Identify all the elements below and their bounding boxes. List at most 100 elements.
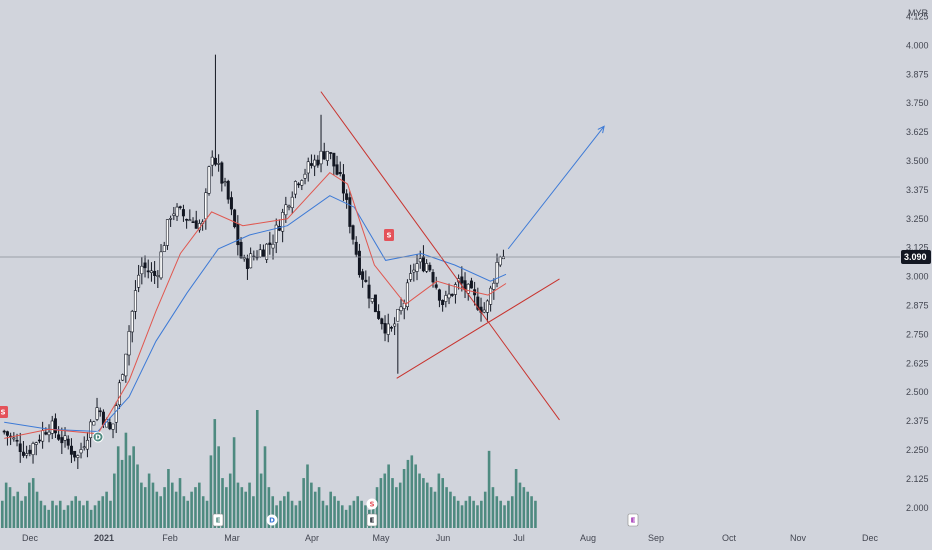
volume-bar	[356, 496, 360, 528]
x-tick-label: Apr	[305, 533, 319, 543]
earnings-marker[interactable]: E	[212, 513, 224, 527]
future-earnings-marker[interactable]: E	[627, 513, 639, 527]
earnings-marker[interactable]: E	[366, 513, 378, 527]
volume-bar	[120, 459, 124, 528]
x-tick-label: 2021	[94, 533, 114, 543]
candle	[82, 436, 86, 451]
volume-bar	[398, 482, 402, 528]
candle	[364, 270, 368, 283]
candle	[332, 152, 336, 176]
candle	[165, 219, 169, 250]
volume-bar	[317, 487, 321, 528]
candle	[124, 353, 128, 383]
volume-bar	[8, 487, 12, 528]
volume-bar	[329, 491, 332, 528]
volume-bar	[39, 500, 43, 528]
dividend-marker-price[interactable]: D	[92, 431, 104, 443]
volume-bar	[174, 491, 178, 528]
volume-bar	[510, 496, 514, 528]
candle	[361, 268, 365, 288]
volume-bar	[433, 491, 437, 528]
ema-slow-line	[4, 195, 507, 433]
candle	[76, 454, 80, 470]
y-tick-label: 3.125	[906, 243, 929, 253]
candle	[130, 309, 134, 343]
volume-bar	[132, 446, 135, 528]
price-axis[interactable]: 4.125 4.000 3.875 3.750 3.625 3.500 3.375 3.250…	[906, 12, 929, 513]
volume-bar	[70, 500, 74, 528]
y-tick-label: 4.125	[906, 12, 929, 22]
volume-bar	[271, 496, 275, 528]
candle	[489, 285, 493, 312]
candle	[354, 236, 358, 258]
trendline-lower-support[interactable]	[396, 278, 560, 379]
y-tick-label: 2.000	[906, 503, 929, 513]
candle	[73, 450, 77, 462]
candle	[373, 294, 377, 313]
volume-bar	[12, 496, 16, 528]
volume-bar	[375, 487, 379, 528]
volume-bar	[124, 432, 128, 528]
volume-bar	[325, 505, 329, 528]
candle	[66, 435, 70, 450]
candle	[162, 241, 166, 252]
volume-bar	[116, 446, 120, 528]
volume-bar	[483, 491, 487, 528]
volume-bar	[97, 500, 101, 528]
split-marker-volume[interactable]: S	[366, 498, 378, 510]
y-tick-label: 2.625	[906, 358, 929, 368]
candle	[444, 290, 448, 308]
split-marker-price[interactable]: S	[384, 229, 394, 241]
trendline-projection[interactable]	[507, 126, 605, 250]
volume-bar	[255, 410, 259, 528]
candle	[268, 231, 272, 255]
volume-bar	[217, 446, 220, 528]
candle	[338, 161, 342, 177]
volume-bar	[302, 478, 305, 528]
candle	[399, 297, 403, 315]
trendline-drawings[interactable]	[320, 91, 605, 421]
volume-bar	[391, 478, 394, 528]
candle	[281, 208, 285, 243]
candle	[18, 432, 22, 463]
time-axis[interactable]: Dec 2021 Feb Mar Apr May Jun Jul Aug Sep Oct Nov Dec	[22, 533, 879, 543]
candle	[2, 429, 6, 435]
split-marker-price[interactable]: S	[0, 406, 8, 418]
y-tick-label: 3.375	[906, 185, 929, 195]
candle	[191, 217, 195, 223]
volume-bar	[352, 500, 356, 528]
dividend-marker[interactable]: D	[266, 514, 278, 526]
volume-bar	[232, 437, 236, 528]
volume-bar	[20, 500, 23, 528]
candle	[223, 177, 227, 187]
x-tick-label: Feb	[162, 533, 178, 543]
y-tick-label: 4.000	[906, 40, 929, 50]
candle	[386, 313, 390, 343]
volume-bar	[151, 482, 155, 528]
candle	[233, 208, 237, 229]
volume-bar	[344, 509, 348, 528]
volume-bar	[109, 500, 112, 528]
volume-bar	[194, 487, 197, 528]
y-tick-label: 3.250	[906, 214, 929, 224]
y-tick-label: 3.500	[906, 156, 929, 166]
candle	[447, 283, 451, 305]
y-tick-label: 3.875	[906, 69, 929, 79]
candle	[405, 279, 409, 311]
volume-bar	[406, 459, 410, 528]
volume-bar	[283, 496, 286, 528]
volume-bar	[167, 469, 170, 528]
candle	[229, 191, 233, 216]
y-tick-label: 2.250	[906, 445, 929, 455]
volume-bar	[105, 491, 108, 528]
y-tick-label: 2.750	[906, 329, 929, 339]
trendline-upper-resistance[interactable]	[320, 91, 560, 421]
volume-bar	[159, 496, 162, 528]
candle	[249, 247, 253, 269]
candle	[178, 205, 182, 210]
candle	[85, 432, 89, 458]
candle	[271, 234, 275, 260]
volume-bar	[213, 419, 217, 528]
